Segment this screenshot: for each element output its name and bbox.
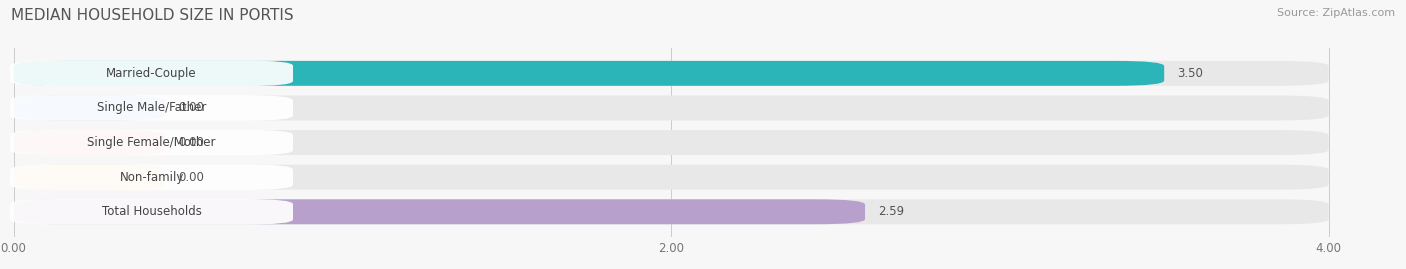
FancyBboxPatch shape [14, 165, 1329, 190]
FancyBboxPatch shape [10, 95, 292, 121]
FancyBboxPatch shape [10, 199, 292, 225]
FancyBboxPatch shape [14, 165, 165, 190]
Text: 0.00: 0.00 [179, 101, 204, 114]
FancyBboxPatch shape [14, 199, 1329, 224]
Text: MEDIAN HOUSEHOLD SIZE IN PORTIS: MEDIAN HOUSEHOLD SIZE IN PORTIS [11, 8, 294, 23]
Text: 0.00: 0.00 [179, 171, 204, 184]
FancyBboxPatch shape [10, 164, 292, 190]
FancyBboxPatch shape [14, 95, 165, 121]
Text: Non-family: Non-family [120, 171, 184, 184]
Text: 0.00: 0.00 [179, 136, 204, 149]
FancyBboxPatch shape [14, 199, 865, 224]
FancyBboxPatch shape [10, 130, 292, 155]
Text: Total Households: Total Households [101, 205, 201, 218]
FancyBboxPatch shape [14, 61, 1329, 86]
Text: Single Male/Father: Single Male/Father [97, 101, 207, 114]
Text: 3.50: 3.50 [1177, 67, 1204, 80]
FancyBboxPatch shape [14, 61, 1164, 86]
FancyBboxPatch shape [10, 61, 292, 86]
Text: Single Female/Mother: Single Female/Mother [87, 136, 217, 149]
Text: Married-Couple: Married-Couple [107, 67, 197, 80]
FancyBboxPatch shape [14, 95, 1329, 121]
Text: 2.59: 2.59 [879, 205, 904, 218]
FancyBboxPatch shape [14, 130, 165, 155]
FancyBboxPatch shape [14, 130, 1329, 155]
Text: Source: ZipAtlas.com: Source: ZipAtlas.com [1277, 8, 1395, 18]
